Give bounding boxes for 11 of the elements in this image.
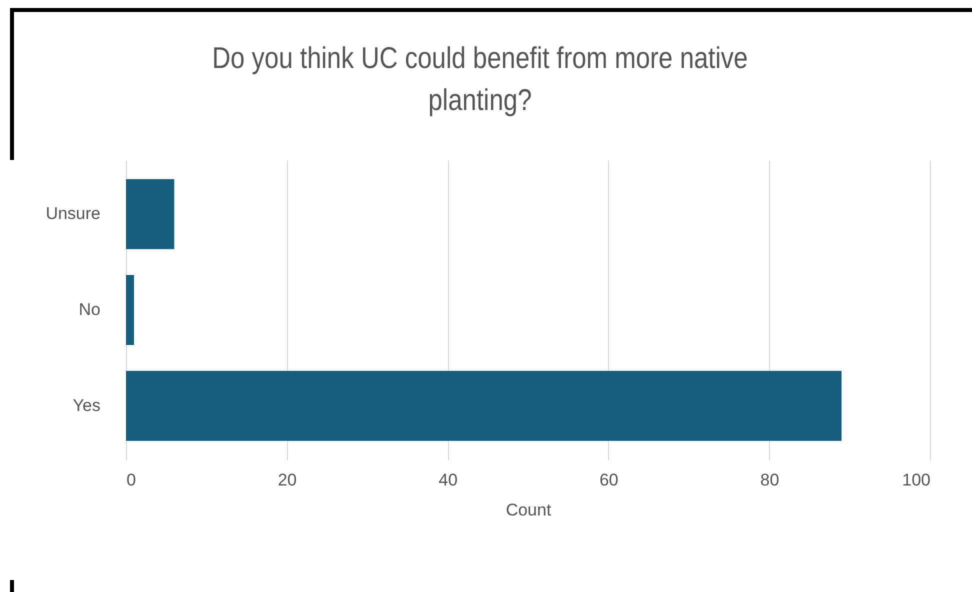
y-tick-label: Yes [72,396,100,415]
y-tick-label: Unsure [46,204,100,224]
y-tick-label: No [78,300,100,319]
x-tick-label: 80 [760,470,780,490]
x-tick-label: 100 [902,470,930,490]
x-tick-label: 40 [438,470,458,490]
x-tick-label: 60 [599,470,618,490]
x-tick-label: 20 [278,470,297,490]
chart-title: Do you think UC could benefit from more native planting? [211,41,749,119]
x-tick-label: 0 [126,470,136,490]
x-axis-title: Count [506,500,552,520]
